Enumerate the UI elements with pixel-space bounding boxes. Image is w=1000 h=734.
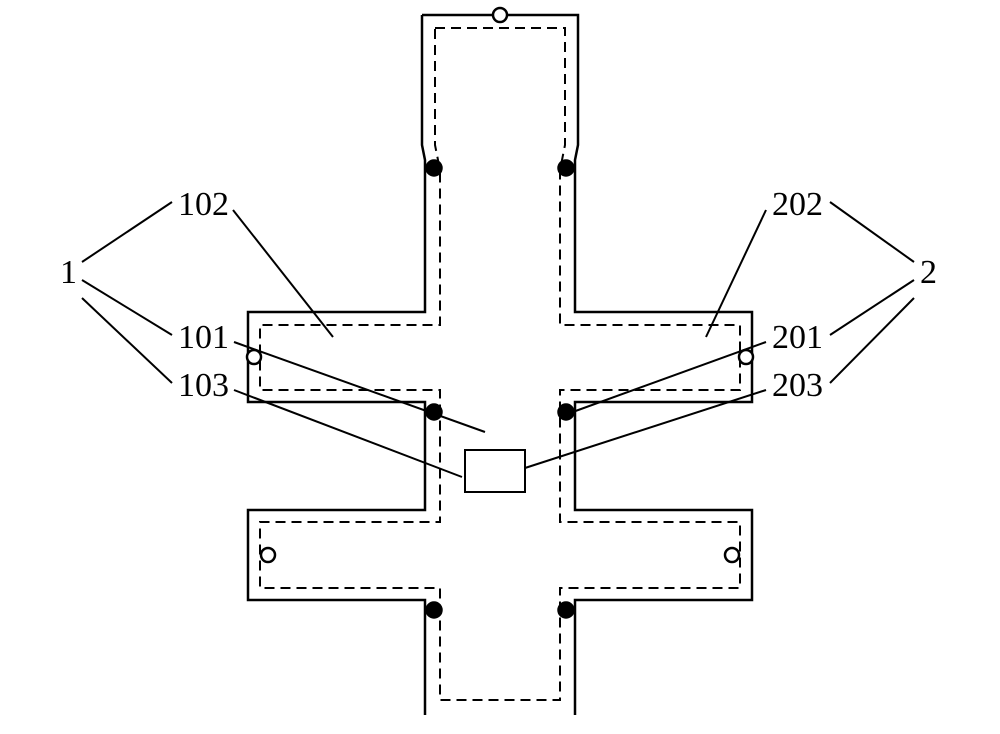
leader-line	[706, 210, 766, 337]
label-L201: 201	[772, 319, 823, 356]
leader-line	[830, 202, 914, 262]
open-dot	[247, 350, 261, 364]
solid-outline	[248, 15, 752, 715]
filled-dot	[426, 160, 442, 176]
leader-line	[234, 342, 485, 432]
label-L102: 102	[178, 186, 229, 223]
inner-rect	[465, 450, 525, 492]
leader-line	[830, 280, 914, 335]
leader-line	[830, 298, 914, 383]
leader-line	[82, 298, 172, 383]
open-dot	[739, 350, 753, 364]
filled-dot	[558, 602, 574, 618]
technical-diagram: 102 1 101 103 202 2 201 203	[0, 0, 1000, 734]
leader-line	[82, 202, 172, 262]
label-L1: 1	[60, 254, 77, 291]
leader-line	[82, 280, 172, 335]
filled-dot	[558, 160, 574, 176]
open-dot	[725, 548, 739, 562]
open-dot	[261, 548, 275, 562]
label-L2: 2	[920, 254, 937, 291]
label-L202: 202	[772, 186, 823, 223]
label-L103: 103	[178, 367, 229, 404]
labels: 102 1 101 103 202 2 201 203	[60, 186, 937, 404]
label-L203: 203	[772, 367, 823, 404]
filled-dot	[426, 602, 442, 618]
open-dots	[247, 8, 753, 562]
filled-dots	[426, 160, 574, 618]
label-L101: 101	[178, 319, 229, 356]
open-dot	[493, 8, 507, 22]
